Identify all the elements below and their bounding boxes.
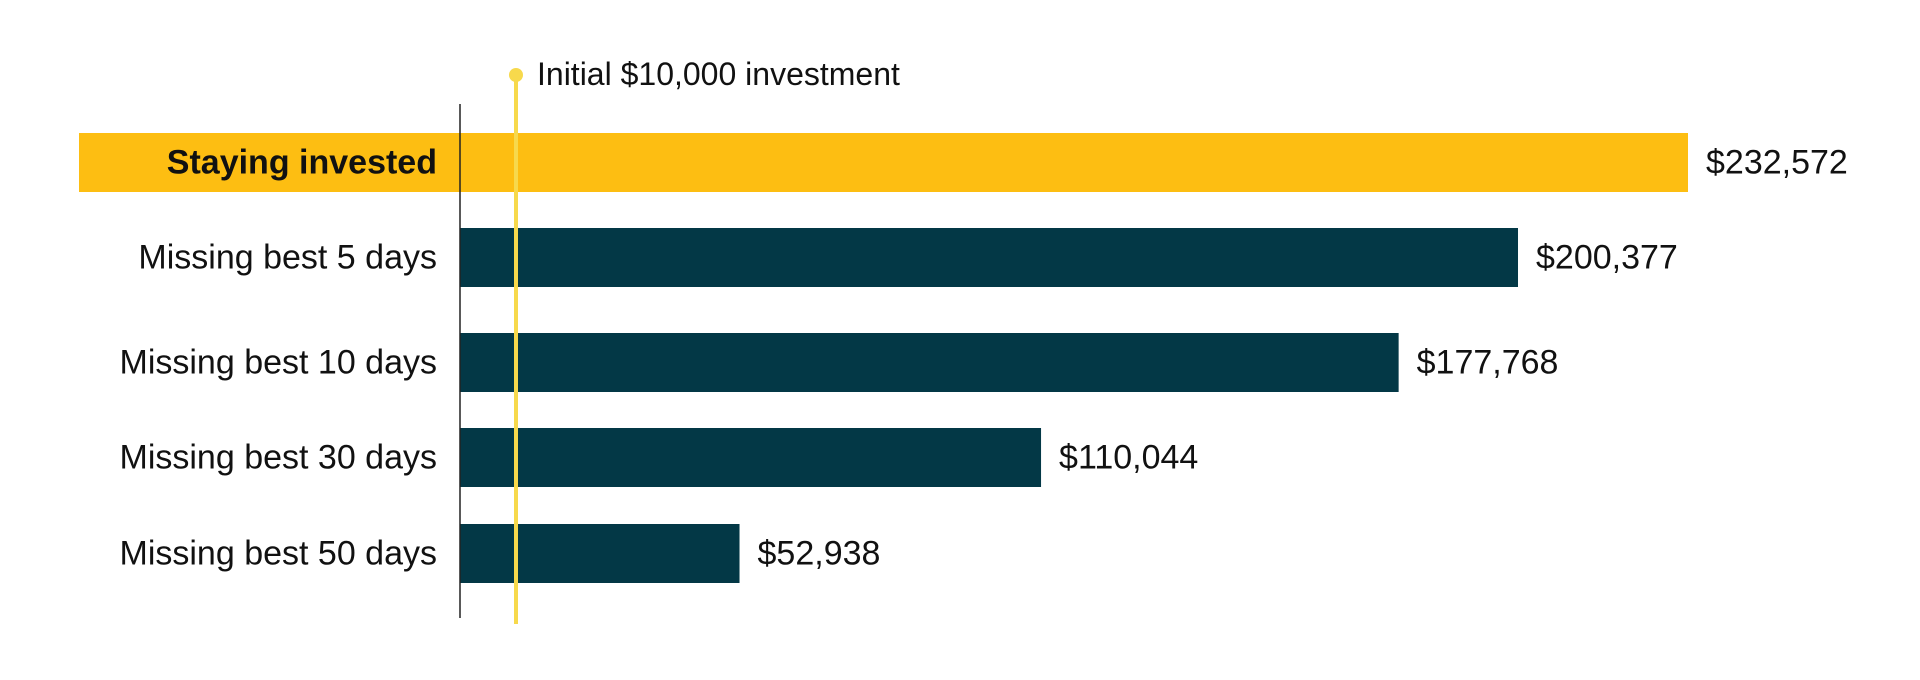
reference-group: Initial $10,000 investment: [509, 56, 900, 624]
bar-0: [460, 133, 1688, 192]
category-label-3: Missing best 30 days: [120, 439, 438, 477]
reference-label: Initial $10,000 investment: [537, 56, 900, 92]
category-label-2: Missing best 10 days: [120, 344, 438, 382]
value-label-3: $110,044: [1059, 439, 1198, 477]
value-label-4: $52,938: [758, 535, 881, 573]
bar-4: [460, 524, 740, 583]
category-label-0: Staying invested: [167, 144, 437, 182]
category-label-1: Missing best 5 days: [138, 239, 437, 277]
value-label-2: $177,768: [1417, 344, 1559, 382]
reference-marker-dot: [509, 68, 523, 82]
bar-3: [460, 428, 1042, 487]
category-label-4: Missing best 50 days: [120, 535, 438, 573]
value-label-1: $200,377: [1536, 239, 1678, 277]
value-label-0: $232,572: [1706, 144, 1848, 182]
bar-1: [460, 228, 1519, 287]
bar-2: [460, 333, 1399, 392]
bars-group: Staying invested $232,572 Missing best 5 d…: [79, 133, 1848, 583]
highlight-label-band: [79, 133, 460, 192]
